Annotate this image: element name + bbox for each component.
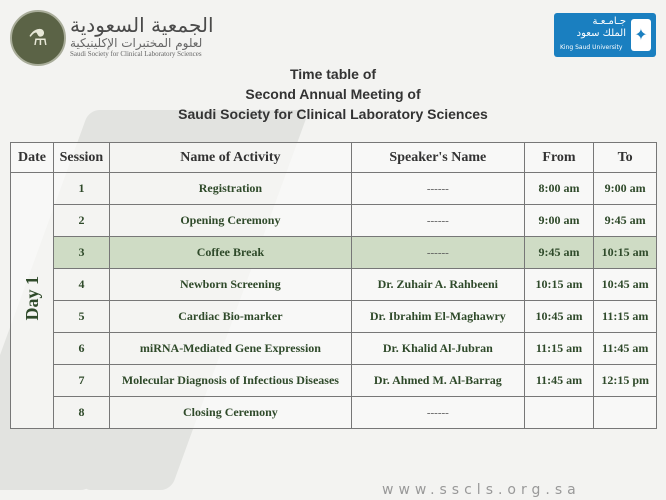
from-cell: 10:45 am bbox=[523, 300, 595, 333]
activity-cell: Newborn Screening bbox=[108, 268, 352, 301]
to-cell: 10:15 am bbox=[593, 236, 657, 269]
ksu-english: King Saud University bbox=[560, 44, 623, 51]
header-row: Date Session Name of Activity Speaker's … bbox=[10, 142, 657, 173]
header-to: To bbox=[593, 142, 657, 173]
from-cell: 11:45 am bbox=[523, 364, 595, 397]
table-row: 4 Newborn Screening Dr. Zuhair A. Rahbeeni… bbox=[11, 268, 657, 301]
to-cell: 9:45 am bbox=[593, 204, 657, 237]
session-cell: 6 bbox=[53, 332, 110, 365]
session-cell: 7 bbox=[53, 364, 110, 397]
session-cell: 5 bbox=[53, 300, 110, 333]
session-cell: 4 bbox=[53, 268, 110, 301]
to-cell: 12:15 pm bbox=[593, 364, 657, 397]
to-cell: 11:15 am bbox=[593, 300, 657, 333]
table-row: 5 Cardiac Bio-marker Dr. Ibrahim El-Maghaw… bbox=[11, 300, 657, 333]
header-date: Date bbox=[10, 142, 54, 173]
header-session: Session bbox=[53, 142, 110, 173]
speaker-cell: ------ bbox=[350, 172, 525, 205]
activity-cell: Opening Ceremony bbox=[108, 204, 352, 237]
ksu-arabic-1: جـامـعـة bbox=[592, 16, 626, 27]
ksu-arabic-2: الملك سعود bbox=[576, 28, 626, 39]
header-from: From bbox=[523, 142, 595, 173]
speaker-cell: ------ bbox=[350, 396, 525, 429]
title-line-2: Second Annual Meeting of bbox=[245, 86, 421, 102]
from-cell: 8:00 am bbox=[523, 172, 595, 205]
speaker-cell: Dr. Zuhair A. Rahbeeni bbox=[350, 268, 525, 301]
table-row: 6 miRNA-Mediated Gene Expression Dr. Khali… bbox=[11, 332, 657, 365]
to-cell: 11:45 am bbox=[593, 332, 657, 365]
sscls-logo: ⚗ bbox=[10, 10, 66, 66]
activity-cell: Molecular Diagnosis of Infectious Diseas… bbox=[108, 364, 352, 397]
session-cell: 8 bbox=[53, 396, 110, 429]
ksu-logo: جـامـعـة الملك سعود King Saud University … bbox=[554, 13, 656, 57]
table-row: 7 Molecular Diagnosis of Infectious Disea… bbox=[11, 364, 657, 397]
from-cell bbox=[523, 396, 595, 429]
activity-cell: Registration bbox=[108, 172, 352, 205]
from-cell: 10:15 am bbox=[523, 268, 595, 301]
date-cell: Day 1 bbox=[10, 172, 54, 429]
to-cell bbox=[593, 396, 657, 429]
day-label: Day 1 bbox=[21, 276, 42, 321]
table-row: 3 Coffee Break ------ 9:45 am 10:15 am bbox=[11, 236, 657, 269]
speaker-cell: ------ bbox=[350, 204, 525, 237]
org-english-name: Saudi Society for Clinical Laboratory Sc… bbox=[70, 50, 202, 58]
speaker-cell: Dr. Ahmed M. Al-Barrag bbox=[350, 364, 525, 397]
timetable: Date Session Name of Activity Speaker's … bbox=[10, 142, 657, 429]
activity-cell: Coffee Break bbox=[108, 236, 352, 269]
org-arabic-subtitle: لعلوم المختبرات الإكلينيكية bbox=[70, 36, 203, 50]
session-cell: 3 bbox=[53, 236, 110, 269]
table-row: 8 Closing Ceremony ------ bbox=[11, 396, 657, 429]
from-cell: 9:00 am bbox=[523, 204, 595, 237]
session-cell: 1 bbox=[53, 172, 110, 205]
speaker-cell: Dr. Khalid Al-Jubran bbox=[350, 332, 525, 365]
title-line-1: Time table of bbox=[289, 66, 377, 82]
speaker-cell: ------ bbox=[350, 236, 525, 269]
to-cell: 9:00 am bbox=[593, 172, 657, 205]
activity-cell: Cardiac Bio-marker bbox=[108, 300, 352, 333]
ksu-emblem-icon: ✦ bbox=[631, 19, 651, 51]
header-activity: Name of Activity bbox=[108, 142, 352, 173]
activity-cell: miRNA-Mediated Gene Expression bbox=[108, 332, 352, 365]
website-url: www.sscls.org.sa bbox=[382, 482, 581, 498]
speaker-cell: Dr. Ibrahim El-Maghawry bbox=[350, 300, 525, 333]
activity-cell: Closing Ceremony bbox=[108, 396, 352, 429]
from-cell: 11:15 am bbox=[523, 332, 595, 365]
from-cell: 9:45 am bbox=[523, 236, 595, 269]
table-row: 2 Opening Ceremony ------ 9:00 am 9:45 am bbox=[11, 204, 657, 237]
sscls-logo-text: الجمعية السعودية لعلوم المختبرات الإكلين… bbox=[70, 14, 214, 58]
table-row: Day 1 1 Registration ------ 8:00 am 9:00 am bbox=[10, 172, 657, 429]
to-cell: 10:45 am bbox=[593, 268, 657, 301]
page-title: Time table of Second Annual Meeting of S… bbox=[0, 64, 666, 124]
title-line-3: Saudi Society for Clinical Laboratory Sc… bbox=[178, 106, 488, 122]
header-speaker: Speaker's Name bbox=[350, 142, 525, 173]
session-cell: 2 bbox=[53, 204, 110, 237]
org-arabic-name: الجمعية السعودية bbox=[70, 13, 214, 37]
